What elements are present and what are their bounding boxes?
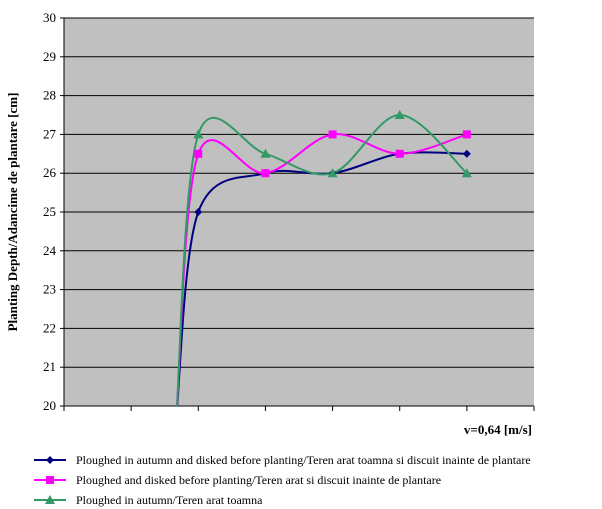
- legend-label: Ploughed in autumn and disked before pla…: [76, 453, 531, 467]
- y-tick-label: 21: [43, 359, 56, 374]
- data-point: [327, 168, 338, 178]
- y-tick-label: 27: [43, 126, 57, 141]
- legend-marker: [46, 456, 54, 464]
- legend: Ploughed in autumn and disked before pla…: [34, 453, 531, 507]
- data-point: [461, 168, 472, 178]
- data-point: [260, 148, 271, 158]
- legend-label: Ploughed in autumn/Teren arat toamna: [76, 493, 263, 507]
- data-point: [261, 169, 270, 178]
- legend-label: Ploughed and disked before planting/Tere…: [76, 473, 441, 487]
- data-point: [194, 149, 203, 158]
- y-tick-label: 28: [43, 88, 56, 103]
- legend-marker: [45, 495, 55, 504]
- x-axis-title: v=0,64 [m/s]: [464, 422, 532, 437]
- data-point: [193, 129, 204, 139]
- y-tick-label: 29: [43, 49, 56, 64]
- data-point: [462, 149, 471, 158]
- y-axis-title: Planting Depth/Adancime de plantare [cm]: [5, 93, 20, 332]
- data-point: [395, 149, 404, 158]
- data-point: [194, 208, 203, 216]
- y-tick-label: 23: [43, 282, 56, 297]
- y-tick-label: 30: [43, 10, 56, 25]
- y-tick-label: 22: [43, 320, 56, 335]
- y-tick-label: 26: [43, 165, 57, 180]
- legend-marker: [46, 476, 54, 484]
- data-point: [328, 130, 337, 139]
- data-point: [462, 130, 471, 139]
- y-tick-label: 25: [43, 204, 56, 219]
- y-tick-label: 20: [43, 398, 56, 413]
- data-point: [394, 110, 405, 119]
- y-tick-label: 24: [43, 243, 57, 258]
